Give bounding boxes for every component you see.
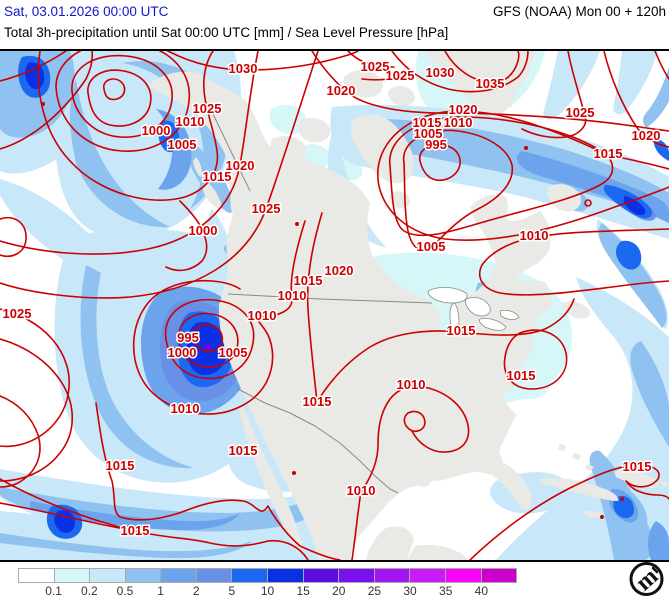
legend-tick: 0.5 xyxy=(116,584,134,598)
legend-tick: 0.1 xyxy=(45,584,62,598)
pressure-label: 1010 xyxy=(444,115,473,130)
pressure-label: 1015 xyxy=(121,523,150,538)
pressure-label: 1005 xyxy=(219,345,248,360)
pressure-label: 1005 xyxy=(417,239,446,254)
pressure-label: 1010 xyxy=(176,114,205,129)
isobar-dots xyxy=(41,102,624,519)
header: Sat, 03.01.2026 00:00 UTC GFS (NOAA) Mon… xyxy=(0,0,669,49)
pressure-label: 995 xyxy=(177,330,199,345)
legend-tick: 5 xyxy=(228,584,236,598)
pressure-label: 1035 xyxy=(476,76,505,91)
legend-cell xyxy=(373,568,411,583)
legend-cell xyxy=(480,568,518,583)
lake-erie xyxy=(478,318,507,331)
legend-tick: 1 xyxy=(157,584,164,598)
pressure-label: 1025 xyxy=(193,101,222,116)
pressure-label: 1010 xyxy=(520,228,549,243)
pressure-label: 1015 xyxy=(594,146,623,161)
pressure-label: 1015 xyxy=(106,458,135,473)
legend-cell xyxy=(53,568,91,583)
model-run-label: GFS (NOAA) Mon 00 + 120h xyxy=(493,4,666,19)
pressure-label: 1015 xyxy=(229,443,258,458)
lake-superior xyxy=(427,287,468,304)
pressure-label: 1015 xyxy=(447,323,476,338)
pressure-label: 1010 xyxy=(347,483,376,498)
isobar-layer: 1030102510101000100510201015102510001015… xyxy=(0,51,669,560)
pressure-label: 1020 xyxy=(327,83,356,98)
pressure-label: 1025 xyxy=(3,306,32,321)
site-logo: m xyxy=(627,559,666,598)
legend-tick: 35 xyxy=(439,584,453,598)
pressure-label: 1015 xyxy=(203,169,232,184)
pressure-label: 1020 xyxy=(632,128,661,143)
pressure-label: 1025 xyxy=(361,59,390,74)
pressure-label: 1010 xyxy=(248,308,277,323)
pressure-label: 1000 xyxy=(189,223,218,238)
pressure-label: 1030 xyxy=(426,65,455,80)
legend-cell xyxy=(89,568,126,583)
legend-cell xyxy=(444,568,482,583)
pressure-label: 1015 xyxy=(294,273,323,288)
pressure-label: 1025 xyxy=(566,105,595,120)
pressure-label: 1020 xyxy=(325,263,354,278)
lake-ontario xyxy=(499,309,520,320)
legend-tick-labels: 0.1 0.2 0.5 1 2 5 10 15 20 25 30 35 40 xyxy=(0,584,669,598)
pressure-label: 1025 xyxy=(386,68,415,83)
lake-michigan xyxy=(449,302,460,334)
legend-tick: 0.2 xyxy=(80,584,98,598)
precipitation-legend xyxy=(18,568,518,583)
valid-date-label: Sat, 03.01.2026 00:00 UTC xyxy=(4,4,169,19)
legend-tick: 20 xyxy=(332,584,346,598)
us-mexico-border xyxy=(237,388,399,494)
legend-cell xyxy=(124,568,162,583)
pressure-label: 1015 xyxy=(623,459,652,474)
legend-cell xyxy=(267,568,304,583)
map-top-border xyxy=(0,49,669,51)
coastline-layer xyxy=(147,51,669,560)
pressure-label: 1020 xyxy=(449,102,478,117)
logo-icon: m xyxy=(629,562,664,596)
pressure-labels: 1030102510101000100510201015102510001015… xyxy=(1,58,662,540)
legend-cell xyxy=(18,568,55,583)
weather-map: 1030 1025 1010 1000 1005 1020 1015 1025 1000 1015… xyxy=(0,51,669,560)
legend-tick: 2 xyxy=(192,584,200,598)
pressure-label: 1010 xyxy=(397,377,426,392)
legend-cell xyxy=(195,568,233,583)
precip-level-20 xyxy=(204,343,212,351)
map-canvas: 1030102510101000100510201015102510001015… xyxy=(0,51,669,560)
us-canada-border xyxy=(227,293,433,304)
legend-cell xyxy=(160,568,197,583)
map-bottom-border xyxy=(0,560,669,562)
legend-tick: 10 xyxy=(260,584,275,598)
lake-huron xyxy=(465,297,491,317)
pressure-label: 1000 xyxy=(142,123,171,138)
pressure-label: 1025 xyxy=(252,201,281,216)
legend-cell xyxy=(338,568,375,583)
alaska-canada-border xyxy=(212,113,251,192)
legend-tick: 30 xyxy=(403,584,417,598)
pressure-label: 1000 xyxy=(168,345,197,360)
pressure-label: 995 xyxy=(425,137,447,152)
pressure-label: 1030 xyxy=(229,61,258,76)
legend-cell xyxy=(409,568,446,583)
legend-cell xyxy=(302,568,340,583)
pressure-label: 1010 xyxy=(278,288,307,303)
legend-cell xyxy=(231,568,269,583)
pressure-label: 1020 xyxy=(226,158,255,173)
legend-tick: 15 xyxy=(296,584,310,598)
pressure-label: 1010 xyxy=(171,401,200,416)
chart-subtitle: Total 3h-precipitation until Sat 00:00 U… xyxy=(4,25,449,40)
pressure-label: 1005 xyxy=(414,126,443,141)
legend-tick: 40 xyxy=(474,584,489,598)
legend-tick: 25 xyxy=(367,584,382,598)
pressure-label: 1015 xyxy=(413,115,442,130)
pressure-label: 1015 xyxy=(507,368,536,383)
pressure-label: 1005 xyxy=(168,137,197,152)
pressure-label: 1015 xyxy=(303,394,332,409)
